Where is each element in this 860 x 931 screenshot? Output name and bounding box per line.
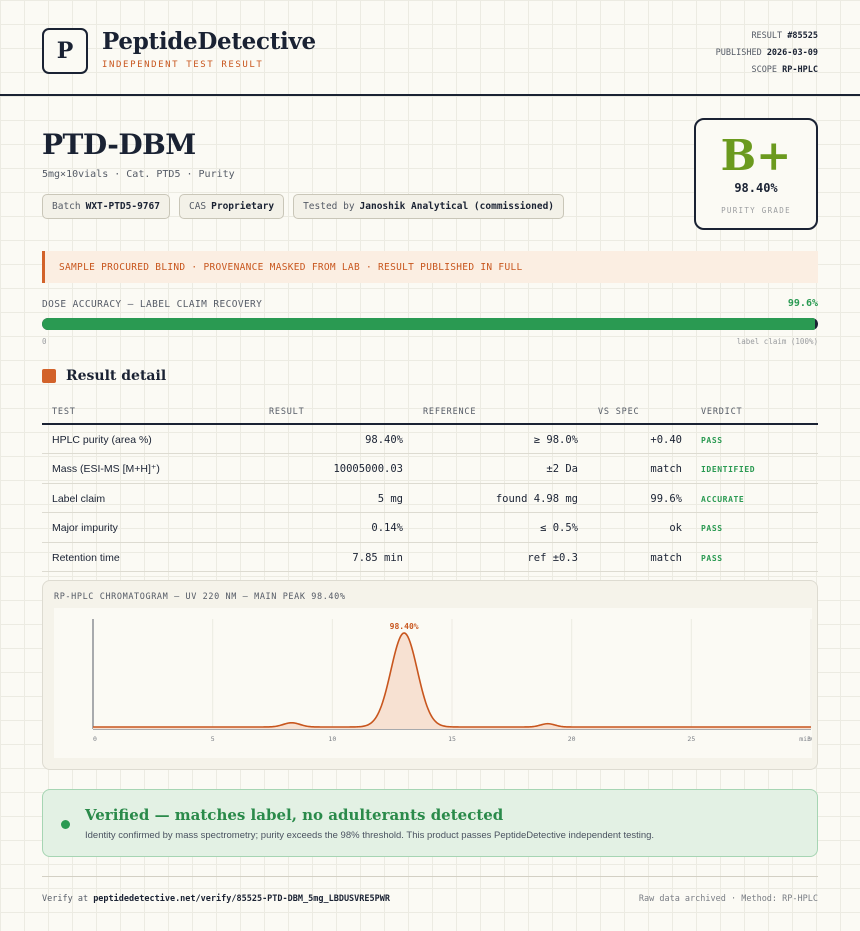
chromatogram-chart: 0 5 10 15 20 25 30min 98.40% <box>54 608 812 758</box>
x-tick-label: 0 <box>93 735 97 743</box>
grade-percent: 98.40% <box>734 181 778 195</box>
main-peak-label: 98.40% <box>390 622 419 631</box>
dose-min-label: 0 <box>42 337 47 346</box>
cell-vs-spec: match <box>650 463 682 476</box>
x-tick-label: 30 <box>807 735 812 743</box>
chromatogram-card: RP-HPLC CHROMATOGRAM — UV 220 NM — MAIN … <box>42 580 818 770</box>
cell-result: 7.85 min <box>352 551 403 564</box>
brand-logo: P <box>42 28 88 74</box>
batch-chip: Batch WXT-PTD5-9767 <box>42 194 170 219</box>
x-tick-label: 10 <box>328 735 336 743</box>
verified-dot-icon <box>61 820 70 829</box>
col-vs-spec: VS SPEC <box>598 407 640 417</box>
report-header: P PeptideDetective INDEPENDENT TEST RESU… <box>0 0 860 96</box>
table-row: Major impurity 0.14% ≤ 0.5% ok PASS <box>42 513 818 543</box>
cell-result: 98.40% <box>365 434 403 446</box>
cell-verdict: ACCURATE <box>701 494 745 504</box>
cell-reference: ±2 Da <box>546 463 578 476</box>
verified-banner: Verified — matches label, no adulterants… <box>42 789 818 857</box>
verify-link[interactable]: peptidedetective.net/verify/85525-PTD-DB… <box>93 894 390 904</box>
cell-verdict: IDENTIFIED <box>701 465 756 475</box>
col-reference: REFERENCE <box>423 407 477 417</box>
cell-vs-spec: match <box>650 551 682 564</box>
table-row: Retention time 7.85 min ref ±0.3 match P… <box>42 543 818 572</box>
chart-title: RP-HPLC CHROMATOGRAM — UV 220 NM — MAIN … <box>54 592 346 602</box>
x-tick-label: 5 <box>211 735 215 743</box>
table-row: HPLC purity (area %) 98.40% ≥ 98.0% +0.4… <box>42 425 818 455</box>
cell-verdict: PASS <box>701 436 723 445</box>
cell-reference: found 4.98 mg <box>495 492 578 505</box>
product-subtitle: 5mg×10vials · Cat. PTD5 · Purity <box>42 169 235 180</box>
cell-reference: ≤ 0.5% <box>540 522 578 535</box>
section-marker-icon <box>42 369 56 383</box>
purity-grade-card: B+ 98.40% PURITY GRADE <box>694 118 818 230</box>
dose-accuracy-bar <box>42 318 818 330</box>
cell-result: 10005000.03 <box>333 463 403 476</box>
cell-verdict: PASS <box>701 524 723 534</box>
x-tick-label: 20 <box>568 735 576 743</box>
dose-accuracy-label: DOSE ACCURACY — LABEL CLAIM RECOVERY <box>42 299 263 310</box>
cell-test: Label claim <box>52 492 106 505</box>
brand-name: PeptideDetective <box>102 28 316 55</box>
x-axis-unit: min <box>799 735 811 743</box>
grade-label: PURITY GRADE <box>721 206 791 215</box>
meta-scope: SCOPE RP-HPLC <box>751 65 818 75</box>
table-row: Mass (ESI-MS [M+H]⁺) 10005000.03 ±2 Da m… <box>42 454 818 484</box>
cell-vs-spec: +0.40 <box>650 434 682 446</box>
dose-accuracy-fill <box>42 318 815 330</box>
x-tick-label: 15 <box>448 735 456 743</box>
cell-test: Mass (ESI-MS [M+H]⁺) <box>52 463 160 476</box>
meta-result: RESULT #85525 <box>751 31 818 41</box>
cell-result: 0.14% <box>371 522 403 535</box>
footer-method: Raw data archived · Method: RP-HPLC <box>638 894 818 904</box>
col-verdict: VERDICT <box>701 407 743 417</box>
dose-accuracy-value: 99.6% <box>787 298 818 309</box>
table-row: Label claim 5 mg found 4.98 mg 99.6% ACC… <box>42 484 818 514</box>
cell-vs-spec: ok <box>669 522 682 535</box>
cell-verdict: PASS <box>701 553 723 563</box>
chart-plot-background <box>54 608 812 758</box>
cell-result: 5 mg <box>377 492 403 505</box>
chromatogram-line <box>93 632 811 728</box>
cell-reference: ≥ 98.0% <box>533 434 578 446</box>
section-title: Result detail <box>66 368 167 384</box>
grade-letter: B+ <box>720 131 792 180</box>
cell-test: Major impurity <box>52 522 118 535</box>
verified-description: Identity confirmed by mass spectrometry;… <box>85 830 655 841</box>
table-header: TEST RESULT REFERENCE VS SPEC VERDICT <box>42 398 818 425</box>
cell-vs-spec: 99.6% <box>650 492 682 505</box>
blind-notice-banner: SAMPLE PROCURED BLIND · PROVENANCE MASKE… <box>42 251 818 283</box>
col-test: TEST <box>52 407 76 417</box>
cell-test: Retention time <box>52 551 120 564</box>
cas-chip: CAS Proprietary <box>178 194 285 219</box>
results-table: TEST RESULT REFERENCE VS SPEC VERDICT HP… <box>42 398 818 572</box>
meta-published: PUBLISHED 2026-03-09 <box>715 48 818 58</box>
brand-subtitle: INDEPENDENT TEST RESULT <box>102 60 264 70</box>
cell-test: HPLC purity (area %) <box>52 434 152 446</box>
product-chips: Batch WXT-PTD5-9767 CAS Proprietary Tested… <box>42 194 565 219</box>
footer: Verify at peptidedetective.net/verify/85… <box>42 876 818 904</box>
report-meta: RESULT #85525 PUBLISHED 2026-03-09 SCOPE… <box>716 28 818 79</box>
product-name: PTD-DBM <box>42 128 196 161</box>
cell-reference: ref ±0.3 <box>527 551 578 564</box>
dose-max-label: label claim (100%) <box>736 337 818 346</box>
x-tick-label: 25 <box>687 735 695 743</box>
col-result: RESULT <box>269 407 305 417</box>
verified-title: Verified — matches label, no adulterants… <box>85 806 504 824</box>
tested-by-chip: Tested by Janoshik Analytical (commission… <box>293 194 565 219</box>
verify-line: Verify at peptidedetective.net/verify/85… <box>42 894 390 904</box>
result-detail-heading: Result detail <box>42 368 166 384</box>
